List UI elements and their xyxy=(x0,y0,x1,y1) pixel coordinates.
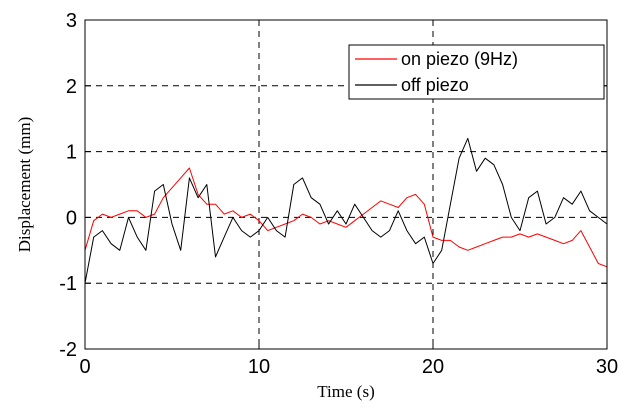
series-line-off-piezo xyxy=(84,137,608,284)
y-tick-label: 0 xyxy=(66,207,77,229)
tick-marks xyxy=(84,19,608,350)
x-tick-label: 30 xyxy=(596,356,618,378)
plot-frame xyxy=(84,19,608,350)
y-axis-label: Displacement (mm) xyxy=(15,117,34,253)
y-tick-label: 1 xyxy=(66,142,77,164)
x-axis-label: Time (s) xyxy=(317,382,374,401)
y-tick-label: 2 xyxy=(66,76,77,98)
series-line-on-piezo xyxy=(84,167,608,268)
legend-box xyxy=(348,44,605,100)
y-tick-label: -2 xyxy=(59,339,77,361)
y-tick-label: -1 xyxy=(59,273,77,295)
legend-label-off-piezo: off piezo xyxy=(401,75,469,95)
legend: on piezo (9Hz) off piezo xyxy=(348,44,605,100)
x-tick-label: 0 xyxy=(79,356,90,378)
tick-labels: 0 10 20 30 -2 -1 0 1 2 3 xyxy=(59,10,618,378)
legend-label-on-piezo: on piezo (9Hz) xyxy=(401,49,518,69)
x-tick-label: 10 xyxy=(248,356,270,378)
y-tick-label: 3 xyxy=(66,10,77,32)
x-tick-label: 20 xyxy=(422,356,444,378)
series-lines xyxy=(84,137,608,284)
